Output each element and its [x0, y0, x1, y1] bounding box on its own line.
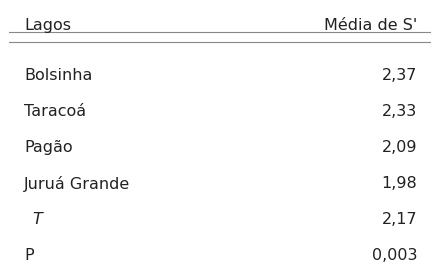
Text: Lagos: Lagos [24, 18, 71, 33]
Text: 0,003: 0,003 [371, 248, 416, 263]
Text: Média de S': Média de S' [323, 18, 416, 33]
Text: 2,17: 2,17 [381, 212, 416, 227]
Text: 1,98: 1,98 [381, 176, 416, 191]
Text: Bolsinha: Bolsinha [24, 68, 92, 83]
Text: Pagão: Pagão [24, 140, 73, 155]
Text: 2,37: 2,37 [381, 68, 416, 83]
Text: Juruá Grande: Juruá Grande [24, 176, 130, 192]
Text: 2,09: 2,09 [381, 140, 416, 155]
Text: T: T [32, 212, 42, 227]
Text: Taracoá: Taracoá [24, 104, 86, 119]
Text: P: P [24, 248, 34, 263]
Text: 2,33: 2,33 [381, 104, 416, 119]
